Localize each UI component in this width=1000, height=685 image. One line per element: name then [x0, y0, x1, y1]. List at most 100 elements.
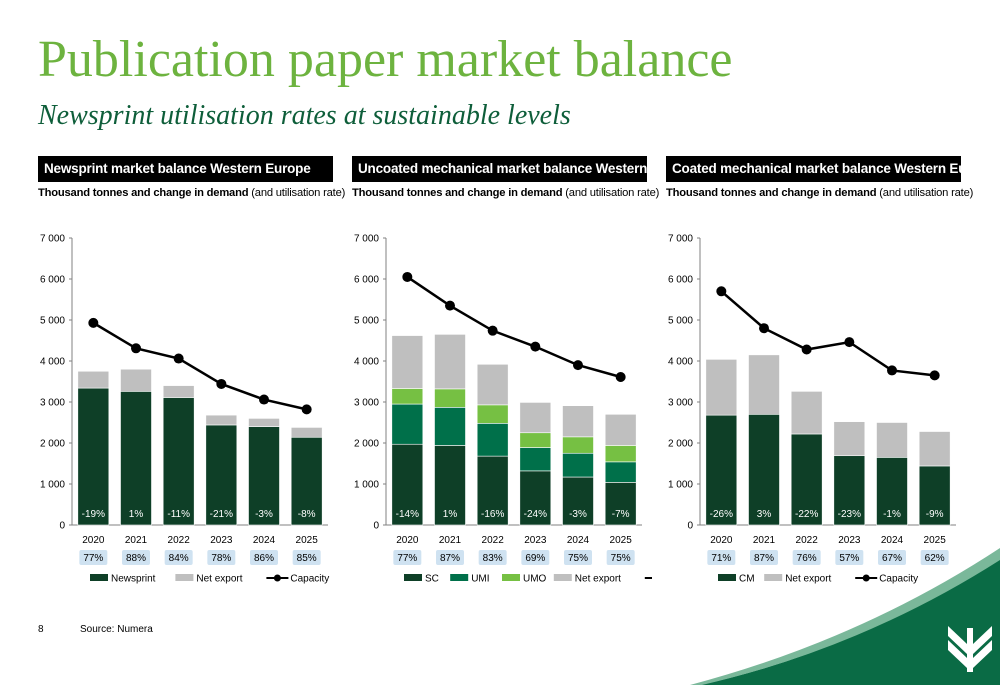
x-tick-label: 2025	[924, 535, 947, 546]
chart-subtitle-rest: (and utilisation rate)	[562, 187, 660, 199]
page-number: 8	[38, 624, 44, 635]
utilisation-label: 85%	[297, 553, 317, 564]
capacity-point	[759, 323, 769, 334]
demand-change-label: -14%	[396, 509, 419, 520]
y-tick-label: 1 000	[40, 480, 65, 491]
y-tick-label: 3 000	[354, 398, 379, 409]
bar-segment-cm	[918, 465, 951, 526]
utilisation-badge	[292, 550, 321, 565]
x-tick-label: 2022	[796, 535, 819, 546]
utilisation-label: 78%	[211, 553, 231, 564]
utilisation-badge	[250, 550, 278, 565]
demand-change-label: -3%	[255, 509, 273, 520]
bar-segment-cm	[790, 433, 823, 526]
demand-change-label: -21%	[210, 509, 233, 520]
x-tick-label: 2025	[610, 535, 633, 546]
legend-swatch	[450, 574, 469, 581]
bar-segment-umo	[391, 388, 424, 405]
y-tick-label: 0	[373, 521, 379, 532]
legend-label: Net export	[785, 574, 831, 585]
chart-panel-coated-mechanical: Coated mechanical market balance Western…	[666, 156, 973, 596]
utilisation-label: 57%	[839, 553, 859, 564]
bar-segment-net-export	[476, 363, 509, 406]
legend-label: SC	[425, 574, 439, 585]
utilisation-label: 67%	[882, 553, 902, 564]
bar-segment-umi	[604, 461, 637, 483]
capacity-point	[530, 341, 541, 352]
legend-label: Newsprint	[111, 574, 156, 585]
capacity-line	[406, 275, 622, 379]
x-tick-label: 2024	[253, 535, 276, 546]
y-tick-label: 5 000	[354, 316, 379, 327]
demand-change-label: -24%	[524, 509, 547, 520]
demand-change-label: -26%	[710, 509, 733, 520]
bar-segment-net-export	[77, 370, 110, 389]
y-tick-label: 2 000	[40, 439, 65, 450]
chart-title: Uncoated mechanical market balance Weste…	[352, 156, 647, 182]
bar-segment-umo	[562, 436, 594, 454]
legend-label: UMO	[523, 574, 547, 585]
y-tick-label: 0	[59, 521, 65, 532]
utilisation-label: 86%	[254, 553, 274, 564]
bar-segment-net-export	[748, 354, 780, 415]
legend-swatch	[764, 574, 783, 581]
y-tick-label: 7 000	[354, 234, 379, 245]
x-tick-label: 2020	[82, 535, 105, 546]
y-tick-label: 5 000	[40, 316, 65, 327]
bar-segment-net-export	[833, 421, 866, 457]
demand-change-label: -9%	[926, 509, 944, 520]
legend-swatch	[175, 574, 194, 581]
bar-segment-newsprint	[120, 391, 152, 526]
legend-marker	[862, 574, 870, 582]
x-tick-label: 2020	[396, 535, 419, 546]
y-tick-label: 7 000	[40, 234, 65, 245]
bar-segment-net-export	[120, 368, 152, 392]
capacity-line	[720, 290, 935, 377]
y-tick-label: 0	[687, 521, 693, 532]
chart-plot: 0 1 000 2 000 3 000 4 000 5 000 6 000 7 000 -26%…	[668, 234, 956, 585]
bar-segment-net-export	[162, 385, 195, 398]
demand-change-label: -8%	[298, 509, 316, 520]
capacity-point	[615, 371, 626, 382]
capacity-line	[92, 321, 307, 411]
bar-segment-sc	[519, 470, 552, 526]
legend-swatch	[404, 574, 422, 581]
demand-change-label: -16%	[481, 509, 504, 520]
utilisation-label: 62%	[925, 553, 945, 564]
bar-segment-umi	[434, 407, 466, 446]
chart-subtitle-rest: (and utilisation rate)	[248, 187, 346, 199]
page-title: Publication paper market balance	[38, 31, 733, 88]
utilisation-label: 84%	[169, 553, 189, 564]
capacity-point	[445, 300, 455, 311]
legend-swatch	[553, 574, 572, 581]
utilisation-badge	[164, 550, 193, 565]
capacity-point	[173, 353, 184, 364]
utilisation-badge	[521, 550, 550, 565]
demand-change-label: -7%	[612, 509, 630, 520]
chart-plot: 0 1 000 2 000 3 000 4 000 5 000 6 000 7 000 -19%…	[40, 234, 329, 585]
bar-segment-net-export	[248, 418, 280, 427]
demand-change-label: 3%	[757, 509, 772, 520]
capacity-point	[259, 394, 269, 405]
chart-subtitle-rest: (and utilisation rate)	[876, 187, 974, 199]
chart-title: Coated mechanical market balance Western…	[666, 156, 961, 182]
utilisation-badge	[606, 550, 635, 565]
bar-segment-sc	[434, 445, 466, 526]
demand-change-label: -22%	[795, 509, 818, 520]
bar-segment-umi	[562, 452, 594, 478]
bar-segment-newsprint	[162, 397, 195, 526]
x-tick-label: 2022	[482, 535, 505, 546]
bar-segment-sc	[562, 476, 594, 526]
bar-segment-umo	[519, 432, 552, 448]
x-tick-label: 2025	[296, 535, 319, 546]
y-tick-label: 4 000	[668, 357, 693, 368]
capacity-point	[88, 317, 99, 328]
source-note: Source: Numera	[80, 624, 153, 635]
capacity-point	[887, 365, 897, 376]
y-tick-label: 6 000	[40, 275, 65, 286]
bar-segment-net-export	[519, 402, 552, 434]
demand-change-label: -23%	[838, 509, 861, 520]
legend-label: Capacity	[879, 574, 918, 585]
utilisation-label: 77%	[397, 553, 417, 564]
utilisation-label: 83%	[483, 553, 503, 564]
